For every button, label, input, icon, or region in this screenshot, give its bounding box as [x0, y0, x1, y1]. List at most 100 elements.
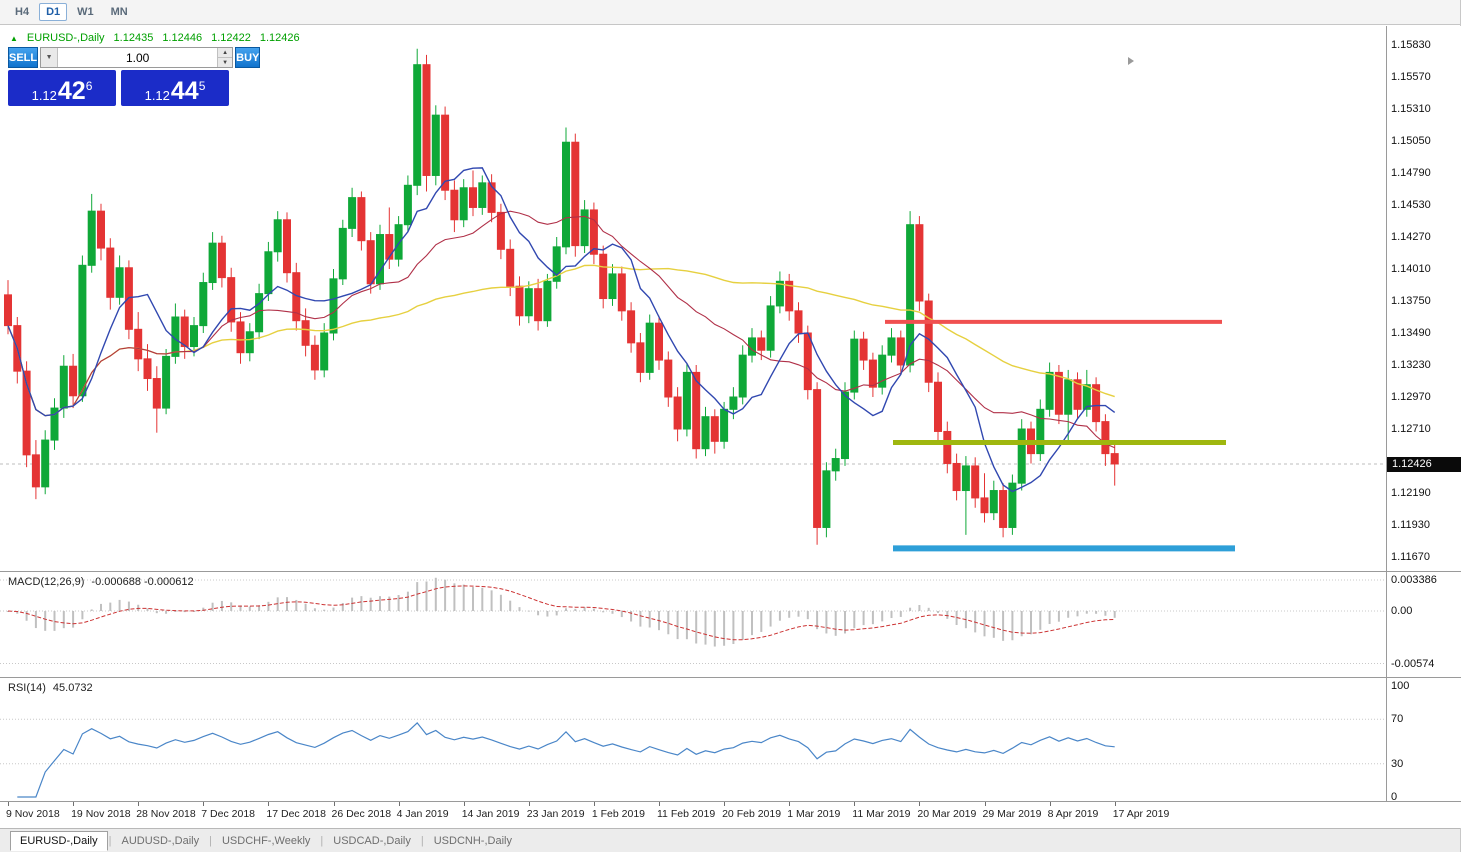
date-axis-label: 9 Nov 2018 [6, 808, 60, 820]
price-axis-label: 1.11930 [1391, 519, 1430, 531]
tab-separator: | [420, 834, 424, 847]
volume-up-button[interactable]: ▲ [218, 48, 233, 58]
macd-plot[interactable] [0, 572, 1386, 677]
date-axis-label: 17 Dec 2018 [266, 808, 326, 820]
tab-separator: | [108, 834, 112, 847]
date-axis-label: 17 Apr 2019 [1112, 808, 1170, 820]
volume-stepper: ▼ ▲ ▼ [40, 47, 234, 68]
quote-symbol: EURUSD-,Daily [26, 32, 105, 44]
date-axis-label: 11 Mar 2019 [852, 808, 911, 820]
price-axis-label: 1.14270 [1391, 231, 1431, 243]
candles [4, 48, 1119, 545]
timeframe-button-mn[interactable]: MN [110, 6, 128, 18]
rsi-axis-label: 30 [1391, 757, 1404, 770]
chart-tab-eurusd-daily[interactable]: EURUSD-,Daily [10, 830, 108, 851]
date-axis-label: 28 Nov 2018 [136, 808, 196, 820]
timeframe-button-d1[interactable]: D1 [39, 3, 68, 21]
chart-shift-marker[interactable] [1128, 57, 1134, 65]
chart-tab-usdcad-daily[interactable]: USDCAD-,Daily [333, 834, 411, 847]
tab-separator: | [209, 834, 212, 847]
price-axis-label: 1.13750 [1391, 295, 1431, 307]
chart-plot[interactable] [0, 26, 1386, 571]
buy-price-base: 1.12 [144, 88, 170, 103]
date-tick [919, 802, 921, 806]
rsi-line [17, 722, 1115, 798]
date-tick [1114, 802, 1116, 806]
date-tick [593, 802, 595, 806]
chart-tab-audusd-daily[interactable]: AUDUSD-,Daily [121, 834, 200, 847]
timeframe-button-h4[interactable]: H4 [15, 6, 30, 18]
panel-separator[interactable] [0, 677, 1461, 678]
date-tick [1049, 802, 1051, 806]
sell-price-button[interactable]: 1.12 42 6 [8, 70, 116, 106]
quote-close: 1.12426 [259, 32, 300, 44]
timeframe-toolbar: H4 D1 W1 MN [0, 0, 1460, 25]
current-price-tag: 1.12426 [1387, 456, 1461, 472]
date-axis-label: 20 Mar 2019 [917, 808, 977, 820]
date-tick [528, 802, 530, 806]
rsi-value: 45.0732 [52, 682, 93, 694]
date-axis[interactable]: 9 Nov 2018 19 Nov 2018 28 Nov 2018 7 Dec 20… [0, 802, 1461, 828]
buy-button[interactable]: BUY [235, 47, 261, 68]
macd-name: MACD(12,26,9) [8, 576, 85, 588]
buy-price-button[interactable]: 1.12 44 5 [121, 70, 229, 106]
sell-button[interactable]: SELL [8, 47, 39, 68]
price-axis-label: 1.15310 [1391, 103, 1431, 115]
rsi-axis-label: 0 [1391, 791, 1398, 803]
panel-separator[interactable] [0, 571, 1461, 572]
buy-price-point: 5 [198, 79, 206, 93]
macd-values: -0.000688 -0.000612 [91, 576, 194, 588]
rsi-panel: RSI(14) 45.0732 100 70 30 0 [0, 678, 1461, 803]
price-axis-label: 1.12970 [1391, 391, 1431, 403]
tick-direction-icon: ▲ [10, 33, 18, 43]
macd-axis-label: 0.00 [1391, 605, 1413, 617]
date-tick [463, 802, 465, 806]
chart-tab-usdcnh-daily[interactable]: USDCNH-,Daily [433, 834, 512, 847]
date-tick [789, 802, 791, 806]
date-tick [398, 802, 400, 806]
chart-tab-usdchf-weekly[interactable]: USDCHF-,Weekly [221, 834, 311, 847]
date-tick [854, 802, 856, 806]
date-tick [203, 802, 205, 806]
price-axis-label: 1.15050 [1391, 135, 1431, 147]
price-axis-label: 1.14010 [1391, 263, 1431, 275]
date-axis-label: 8 Apr 2019 [1047, 808, 1099, 820]
date-axis-label: 4 Jan 2019 [396, 808, 449, 820]
one-click-trading-panel: SELL ▼ ▲ ▼ BUY 1.12 42 6 1.12 44 5 [8, 47, 261, 106]
rsi-axis-label: 100 [1391, 680, 1410, 692]
quote-low: 1.12422 [211, 32, 251, 44]
price-axis-label: 1.14530 [1391, 199, 1431, 211]
quote-line: ▲ EURUSD-,Daily 1.12435 1.12446 1.12422 … [10, 32, 300, 44]
main-chart-panel: ▲ EURUSD-,Daily 1.12435 1.12446 1.12422 … [0, 26, 1461, 571]
volume-down-button[interactable]: ▼ [218, 58, 233, 67]
date-tick [984, 802, 986, 806]
price-axis-label: 1.13230 [1391, 359, 1431, 371]
sell-price-base: 1.12 [31, 88, 57, 103]
price-axis-label: 1.15570 [1391, 71, 1431, 83]
date-tick [333, 802, 335, 806]
macd-axis-label: 0.003386 [1391, 574, 1437, 586]
rsi-plot[interactable] [0, 678, 1386, 801]
price-axis[interactable]: 1.15830 1.15570 1.15310 1.15050 1.14790 1.145… [1386, 26, 1461, 571]
price-axis-label: 1.11670 [1391, 551, 1430, 563]
date-axis-label: 20 Feb 2019 [722, 808, 782, 820]
volume-input[interactable] [58, 48, 218, 67]
rsi-axis-label: 70 [1391, 713, 1404, 726]
macd-histogram [7, 577, 1116, 647]
price-axis-label: 1.15830 [1391, 39, 1431, 51]
date-axis-label: 1 Feb 2019 [591, 808, 646, 820]
date-tick [8, 802, 9, 806]
timeframe-button-w1[interactable]: W1 [77, 6, 94, 18]
quote-open: 1.12435 [113, 32, 154, 44]
rsi-label: RSI(14) 45.0732 [8, 682, 93, 694]
date-tick [724, 802, 726, 806]
rsi-name: RSI(14) [8, 682, 46, 694]
tab-separator: | [320, 834, 324, 847]
quote-high: 1.12446 [162, 32, 203, 44]
axis-separator [1386, 26, 1387, 801]
price-axis-label: 1.12190 [1391, 487, 1431, 499]
date-axis-label: 23 Jan 2019 [526, 808, 585, 820]
volume-dropdown-icon[interactable]: ▼ [41, 48, 59, 67]
macd-axis-label: -0.00574 [1391, 657, 1435, 670]
